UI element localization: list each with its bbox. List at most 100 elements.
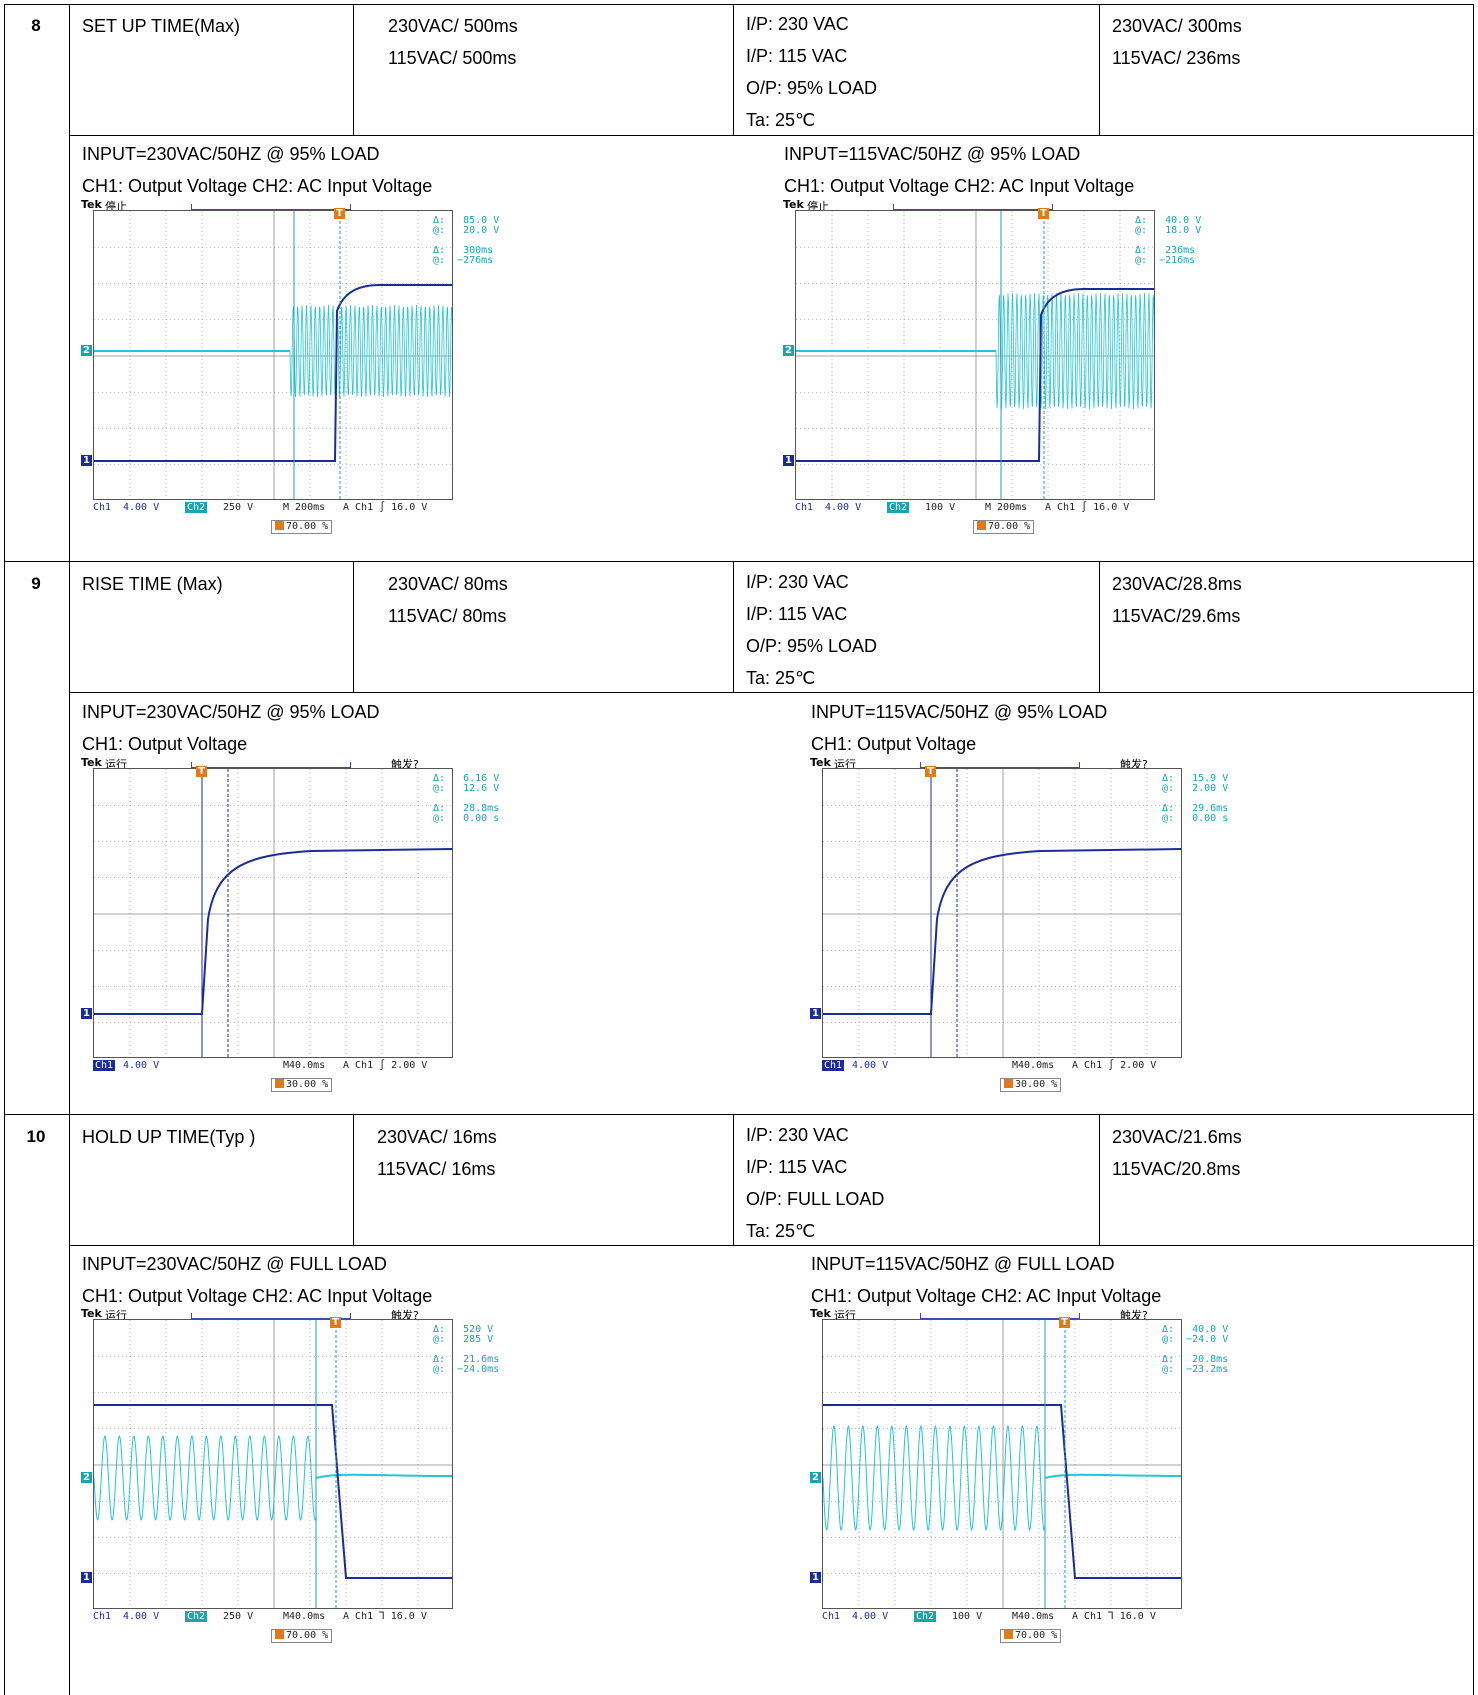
test-item: SET UP TIME(Max) bbox=[82, 16, 241, 36]
output-voltage-trace bbox=[94, 848, 452, 1015]
cursor-readout: Δ: 85.0 V @: 20.0 V Δ: 300ms @: −276ms bbox=[433, 215, 500, 266]
oscilloscope-capture: Tek 运行 触发? T 1 Δ: 15.9 V @: 2.00 V Δ: 29.6ms … bbox=[810, 756, 1228, 1092]
ac-input-trace bbox=[995, 292, 1154, 410]
record-bar bbox=[191, 762, 351, 768]
scope-channels: CH1: Output Voltage CH2: AC Input Voltag… bbox=[82, 176, 433, 196]
ch1-scale: 4.00 V bbox=[852, 1060, 889, 1071]
acquisition-status: 停止 bbox=[105, 200, 127, 213]
channel-1-marker: 1 bbox=[81, 1008, 92, 1019]
trigger-setting: A Ch1 ∫ 2.00 V bbox=[343, 1060, 428, 1071]
graticule bbox=[796, 211, 1154, 499]
spec-line: 230VAC/ 500ms bbox=[388, 16, 518, 36]
trigger-status: 触发? bbox=[1120, 758, 1148, 771]
trigger-percent: 70.00 % bbox=[271, 520, 333, 534]
trigger-percent-value: 30.00 % bbox=[1015, 1079, 1058, 1090]
scope-screen bbox=[93, 768, 453, 1058]
acquisition-status: 运行 bbox=[834, 758, 856, 771]
ch1-scale: 4.00 V bbox=[852, 1611, 889, 1622]
ch1-scale: 4.00 V bbox=[123, 1060, 160, 1071]
scope-screen bbox=[822, 1319, 1182, 1609]
scope-footer: Ch1 4.00 V Ch2 250 V M40.0ms A Ch1 ⅂ 16.0 V bbox=[93, 1611, 453, 1625]
timebase: M 200ms bbox=[985, 502, 1028, 513]
row-number: 8 bbox=[31, 16, 41, 35]
ch2-scale: 250 V bbox=[223, 1611, 254, 1622]
spec-line: 230VAC/ 80ms bbox=[388, 574, 508, 594]
trigger-position-marker: T bbox=[334, 208, 345, 219]
scope-header: Tek 运行 触发? bbox=[810, 1307, 1190, 1323]
ac-input-trace bbox=[289, 304, 452, 398]
oscilloscope-capture: Tek 运行 触发? T 1 2 Δ: 520 V @: 285 V Δ: 21.6ms @… bbox=[81, 1307, 499, 1643]
ac-input-trace bbox=[823, 1425, 1046, 1531]
channel-1-marker: 1 bbox=[810, 1008, 821, 1019]
channel-1-marker: 1 bbox=[81, 1572, 92, 1583]
output-voltage-trace bbox=[94, 1404, 452, 1579]
scope-title: INPUT=115VAC/50HZ @ 95% LOAD bbox=[784, 144, 1081, 164]
spec-line: 115VAC/ 80ms bbox=[388, 606, 507, 626]
record-bar bbox=[920, 1313, 1080, 1319]
condition-line: I/P: 230 VAC bbox=[746, 572, 849, 592]
ch1-label: Ch1 bbox=[93, 1060, 116, 1071]
result-line: 115VAC/20.8ms bbox=[1112, 1159, 1241, 1179]
condition-line: I/P: 230 VAC bbox=[746, 14, 849, 34]
waveform-traces bbox=[796, 211, 1154, 499]
condition-line: O/P: 95% LOAD bbox=[746, 78, 878, 98]
row-number: 10 bbox=[26, 1127, 46, 1146]
oscilloscope-capture: Tek 停止 T 1 2 Δ: 40.0 V @: 18.0 V Δ: 236ms @: … bbox=[783, 198, 1201, 534]
scope-header: Tek 停止 bbox=[81, 198, 461, 214]
ch2-scale: 100 V bbox=[925, 502, 956, 513]
scope-screen bbox=[822, 768, 1182, 1058]
record-bar bbox=[920, 762, 1080, 768]
test-item: RISE TIME (Max) bbox=[82, 574, 223, 594]
condition-line: Ta: 25℃ bbox=[746, 668, 816, 688]
result-line: 230VAC/21.6ms bbox=[1112, 1127, 1242, 1147]
scope-header: Tek 运行 触发? bbox=[810, 756, 1190, 772]
acquisition-status: 运行 bbox=[105, 1309, 127, 1322]
trigger-status: 触发? bbox=[391, 758, 419, 771]
condition-line: O/P: 95% LOAD bbox=[746, 636, 878, 656]
record-bar bbox=[191, 1313, 351, 1319]
timebase: M40.0ms bbox=[1012, 1611, 1055, 1622]
scope-footer: Ch1 4.00 V Ch2 250 V M 200ms A Ch1 ∫ 16.0 V bbox=[93, 502, 453, 516]
trigger-icon bbox=[1004, 1079, 1013, 1088]
graticule bbox=[823, 1320, 1181, 1608]
scope-screen bbox=[93, 210, 453, 500]
scope-title: INPUT=230VAC/50HZ @ 95% LOAD bbox=[82, 702, 380, 722]
scope-title: INPUT=230VAC/50HZ @ 95% LOAD bbox=[82, 144, 380, 164]
cursor-readout: Δ: 6.16 V @: 12.6 V Δ: 28.8ms @: 0.00 s bbox=[433, 773, 500, 824]
trigger-percent: 30.00 % bbox=[271, 1078, 333, 1092]
trigger-percent: 70.00 % bbox=[973, 520, 1035, 534]
output-voltage-trace bbox=[823, 848, 1181, 1015]
condition-line: I/P: 115 VAC bbox=[746, 604, 848, 624]
scope-title: INPUT=230VAC/50HZ @ FULL LOAD bbox=[82, 1254, 387, 1274]
scope-channels: CH1: Output Voltage CH2: AC Input Voltag… bbox=[82, 1286, 433, 1306]
trigger-percent: 70.00 % bbox=[1000, 1629, 1062, 1643]
timebase: M40.0ms bbox=[283, 1611, 326, 1622]
tek-logo: Tek bbox=[810, 756, 831, 769]
scope-footer: Ch1 4.00 V Ch2 100 V M 200ms A Ch1 ∫ 16.0 V bbox=[795, 502, 1155, 516]
scope-footer: Ch1 4.00 V M40.0ms A Ch1 ∫ 2.00 V bbox=[822, 1060, 1182, 1074]
waveform-traces bbox=[94, 769, 452, 1057]
trigger-position-marker: T bbox=[1038, 208, 1049, 219]
ch2-label: Ch2 bbox=[914, 1611, 937, 1622]
condition-line: Ta: 25℃ bbox=[746, 110, 816, 130]
waveform-traces bbox=[94, 211, 452, 499]
cursor-readout: Δ: 40.0 V @: 18.0 V Δ: 236ms @: −216ms bbox=[1135, 215, 1202, 266]
scope-header: Tek 运行 触发? bbox=[81, 756, 461, 772]
spec-line: 115VAC/ 500ms bbox=[388, 48, 517, 68]
trigger-percent-value: 70.00 % bbox=[988, 521, 1031, 532]
trigger-percent-value: 70.00 % bbox=[1015, 1630, 1058, 1641]
trigger-position-marker: T bbox=[925, 766, 936, 777]
condition-line: I/P: 115 VAC bbox=[746, 1157, 848, 1177]
trigger-setting: A Ch1 ∫ 16.0 V bbox=[343, 502, 428, 513]
scope-header: Tek 停止 bbox=[783, 198, 1163, 214]
tek-logo: Tek bbox=[81, 198, 102, 211]
channel-2-marker: 2 bbox=[81, 1472, 92, 1483]
ch1-scale: 4.00 V bbox=[825, 502, 862, 513]
trigger-setting: A Ch1 ⅂ 16.0 V bbox=[1072, 1611, 1156, 1622]
scope-channels: CH1: Output Voltage CH2: AC Input Voltag… bbox=[811, 1286, 1162, 1306]
ch1-scale: 4.00 V bbox=[123, 1611, 160, 1622]
trigger-position-marker: T bbox=[1059, 1317, 1070, 1328]
channel-1-marker: 1 bbox=[81, 455, 92, 466]
row-number: 9 bbox=[31, 574, 41, 593]
ch2-scale: 250 V bbox=[223, 502, 254, 513]
